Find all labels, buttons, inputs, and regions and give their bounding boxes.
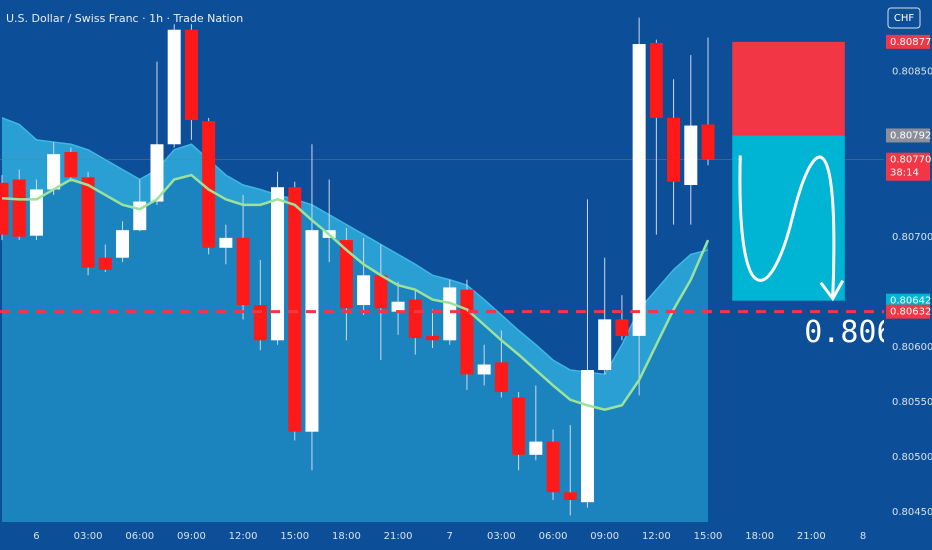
y-tick-label: 0.80550 [892,397,932,408]
currency-box [887,7,921,29]
x-tick-label: 12:00 [229,531,258,542]
target-zone [732,135,845,301]
candle-body [236,237,250,306]
price-badge-label: 0.80632 [890,307,931,318]
candle-body [684,125,698,186]
candle-body [29,189,43,236]
countdown: 38:14 [890,168,919,179]
candle-body [357,275,371,306]
price-badge [886,304,930,319]
y-tick-label: 0.80850 [892,67,932,78]
x-tick-label: 7 [447,531,453,542]
price-badge-label: 0.80770 [890,155,931,166]
x-tick-label: 06:00 [125,531,154,542]
candle-body [598,319,612,371]
candle-body [667,117,681,182]
price-badge [886,293,930,308]
x-tick-label: 15:00 [694,531,723,542]
y-tick-label: 0.80500 [892,452,932,463]
x-tick-label: 12:00 [642,531,671,542]
candle-body [546,441,560,493]
candle-body [271,187,285,341]
candle-body [305,230,319,432]
stop-zone [732,41,845,136]
arrow-curve [738,155,836,296]
candle-body [64,151,78,178]
candle-body [649,42,663,118]
candle-body [81,177,95,268]
candle-body [47,154,61,190]
candle-body [408,299,422,339]
candle-body [219,237,233,248]
x-tick-label: 03:00 [74,531,103,542]
price-badge-label: 0.80642 [890,296,931,307]
candle-body [116,230,130,258]
price-badge-label: 0.80877 [890,37,931,48]
price-axis [884,0,932,550]
x-tick-label: 6 [33,531,39,542]
price-badge [886,34,930,49]
x-tick-label: 09:00 [590,531,619,542]
candle-body [0,182,9,235]
candle-body [202,121,216,248]
candle-body [460,289,474,375]
x-tick-label: 18:00 [745,531,774,542]
candle-body [494,362,508,393]
candle-body [443,287,457,341]
y-tick-label: 0.80700 [892,232,932,243]
x-tick-label: 18:00 [332,531,361,542]
arrow-head [819,279,845,302]
chart-title: U.S. Dollar / Swiss Franc · 1h · Trade N… [6,12,243,25]
candle-body [512,397,526,455]
y-tick-label: 0.80450 [892,507,932,518]
candle-body [167,29,181,145]
x-tick-label: 09:00 [177,531,206,542]
candle-body [632,44,646,336]
currency-label: CHF [894,13,915,24]
ma-area [2,175,709,523]
y-tick-label: 0.80600 [892,342,932,353]
price-badge [886,128,930,143]
candle-body [12,179,26,237]
candle-body [98,257,112,270]
candle-body [563,492,577,500]
price-badge [886,152,930,181]
x-tick-label: 21:00 [384,531,413,542]
candle-body [615,319,629,336]
candle-body [288,187,302,432]
candle-body [426,335,439,341]
x-tick-label: 06:00 [539,531,568,542]
x-tick-label: 15:00 [280,531,309,542]
candle-body [184,29,198,121]
x-tick-label: 8 [860,531,866,542]
candle-body [374,275,388,309]
ma-line [1,173,710,411]
candle-body [580,370,594,503]
candle-body [253,305,267,341]
candle-body [529,441,543,455]
candle-body [701,124,715,160]
candle-body [339,240,353,309]
candle-body [477,364,491,375]
candle-body [150,144,164,202]
candle-body [391,301,405,312]
x-tick-label: 21:00 [797,531,826,542]
x-tick-label: 03:00 [487,531,516,542]
price-badge-label: 0.80792 [890,130,931,141]
